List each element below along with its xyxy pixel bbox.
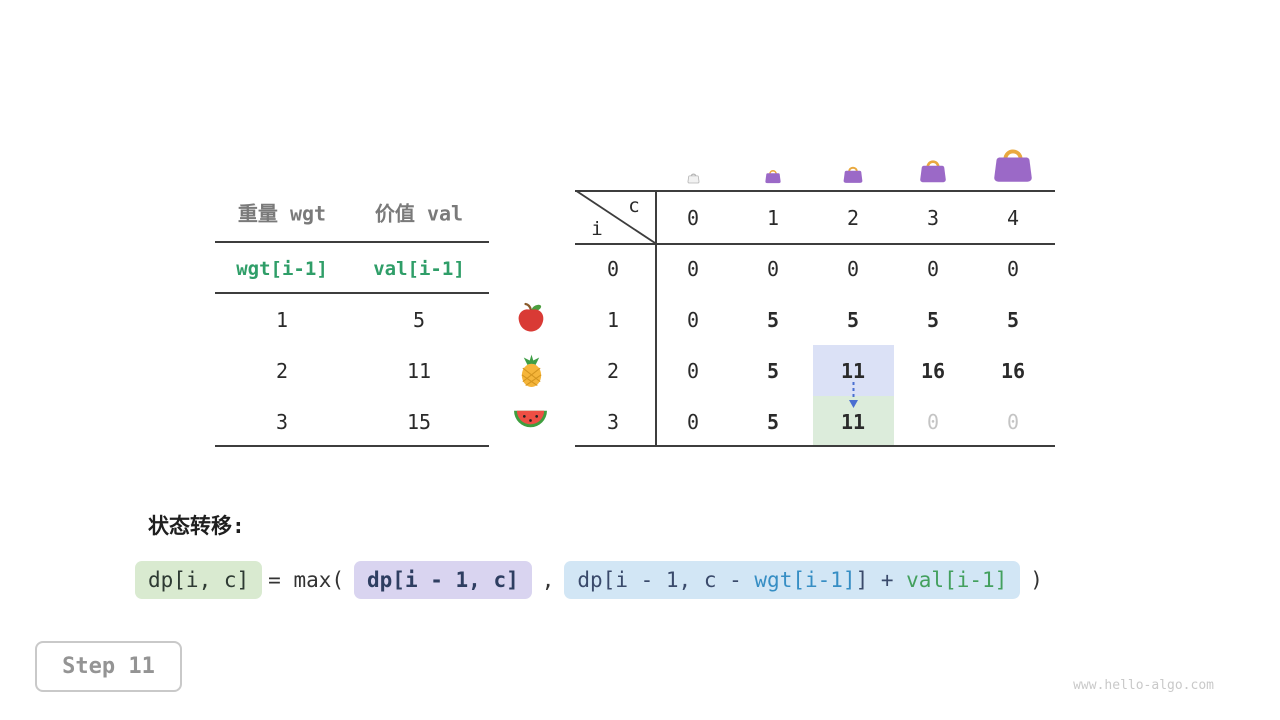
weight-column-header: 重量 wgt xyxy=(237,201,327,226)
col-header-0: 0 xyxy=(686,206,700,230)
bag-capacity-1-icon xyxy=(765,170,781,184)
state-transition-label: 状态转移: xyxy=(148,514,245,538)
step-badge-label: Step 11 xyxy=(62,654,155,679)
item-2-weight: 2 xyxy=(275,359,289,383)
val-var-label: val[i-1] xyxy=(373,258,465,280)
dp-cell-0-3: 0 xyxy=(926,257,940,281)
formula-arg2-wgt-token: wgt[i-1] xyxy=(754,568,856,592)
item-3-value: 15 xyxy=(406,410,432,434)
bag-capacity-4-icon xyxy=(994,149,1032,182)
wgt-var-label: wgt[i-1] xyxy=(236,258,328,280)
item-1-value: 5 xyxy=(412,308,426,332)
dp-cell-0-2: 0 xyxy=(846,257,860,281)
dp-cell-2-3: 16 xyxy=(920,359,946,383)
formula-comma: , xyxy=(541,568,555,592)
watermelon-icon xyxy=(514,410,547,428)
item-1-weight: 1 xyxy=(275,308,289,332)
formula-arg2-head: dp[i - 1, c - xyxy=(577,568,755,592)
dp-table-line-header xyxy=(575,243,1055,245)
dp-cell-1-1: 5 xyxy=(766,308,780,332)
row-header-1: 1 xyxy=(606,308,620,332)
corner-capacity-label: c xyxy=(628,195,640,217)
dp-cell-1-4: 5 xyxy=(1006,308,1020,332)
weight-table-line-bottom xyxy=(215,445,489,447)
formula-eq-max: = max( xyxy=(268,568,345,592)
row-header-2: 2 xyxy=(606,359,620,383)
value-column-header: 价值 val xyxy=(374,201,464,226)
apple-icon xyxy=(518,302,544,332)
formula-arg2-box: dp[i - 1, c - wgt[i-1]] + val[i-1] xyxy=(564,561,1021,599)
row-header-0: 0 xyxy=(606,257,620,281)
dp-table-line-vertical xyxy=(655,190,657,447)
dp-cell-2-0: 0 xyxy=(686,359,700,383)
col-header-3: 3 xyxy=(926,206,940,230)
dp-cell-2-2: 11 xyxy=(840,359,866,383)
dp-cell-3-4: 0 xyxy=(1006,410,1020,434)
dp-cell-3-1: 5 xyxy=(766,410,780,434)
item-2-value: 11 xyxy=(406,359,432,383)
formula-arg1-box: dp[i - 1, c] xyxy=(354,561,532,599)
dp-source-cell-highlight xyxy=(813,345,894,396)
formula-arg2-val-token: val[i-1] xyxy=(906,568,1008,592)
dp-cell-0-0: 0 xyxy=(686,257,700,281)
dp-cell-1-3: 5 xyxy=(926,308,940,332)
col-header-1: 1 xyxy=(766,206,780,230)
col-header-4: 4 xyxy=(1006,206,1020,230)
formula-close-paren: ) xyxy=(1030,568,1043,592)
dp-table-line-top xyxy=(575,190,1055,192)
watermark: www.hello-algo.com xyxy=(1073,678,1214,693)
state-transition-formula: dp[i, c] = max( dp[i - 1, c] , dp[i - 1,… xyxy=(135,561,1049,599)
dp-table-line-bottom xyxy=(575,445,1055,447)
transition-arrow-icon xyxy=(849,382,858,408)
step-badge: Step 11 xyxy=(35,641,182,692)
formula-lhs-box: dp[i, c] xyxy=(135,561,263,599)
dp-cell-2-4: 16 xyxy=(1000,359,1026,383)
formula-arg2-plus: ] + xyxy=(855,568,907,592)
corner-index-label: i xyxy=(591,218,603,240)
dp-cell-2-1: 5 xyxy=(766,359,780,383)
dp-cell-3-0: 0 xyxy=(686,410,700,434)
pineapple-icon xyxy=(521,354,542,387)
row-header-3: 3 xyxy=(606,410,620,434)
dp-cell-1-2: 5 xyxy=(846,308,860,332)
weight-table-line-mid xyxy=(215,292,489,294)
dp-cell-3-3: 0 xyxy=(926,410,940,434)
bag-capacity-0-icon xyxy=(687,173,700,184)
dp-table-corner-diagonal xyxy=(575,190,655,243)
bag-capacity-2-icon xyxy=(843,166,863,183)
item-3-weight: 3 xyxy=(275,410,289,434)
dp-cell-0-1: 0 xyxy=(766,257,780,281)
bag-capacity-3-icon xyxy=(920,160,946,183)
col-header-2: 2 xyxy=(846,206,860,230)
weight-table-line-top xyxy=(215,241,489,243)
dp-cell-0-4: 0 xyxy=(1006,257,1020,281)
dp-cell-3-2: 11 xyxy=(840,410,866,434)
dp-cell-1-0: 0 xyxy=(686,308,700,332)
